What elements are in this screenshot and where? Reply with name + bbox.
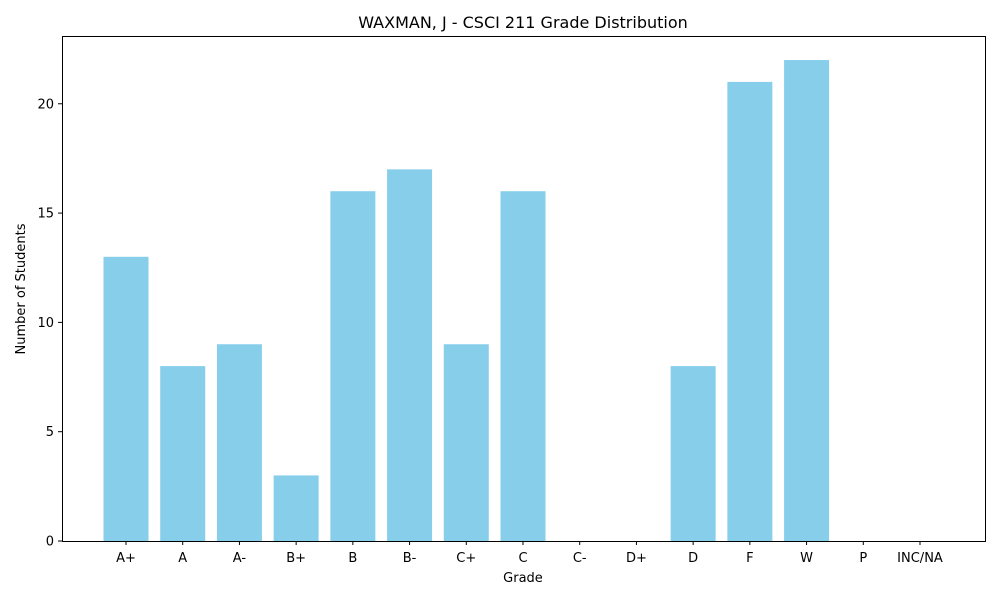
y-axis-label: Number of Students [14, 223, 29, 354]
bar-c [500, 191, 546, 542]
x-axis-label: Grade [503, 571, 543, 586]
bar-w [784, 60, 830, 542]
bar-d [670, 366, 716, 541]
x-tick-label: C [518, 551, 527, 566]
bar-a- [216, 344, 262, 541]
y-tick-label: 10 [37, 316, 54, 331]
x-tick-label: A [178, 551, 187, 566]
bar-c- [443, 344, 489, 541]
x-tick-label: A- [233, 551, 247, 566]
x-tick-label: INC/NA [897, 551, 943, 566]
x-tick-label: P [859, 551, 867, 566]
y-tick-label: 5 [46, 425, 54, 440]
bar-b- [273, 475, 319, 541]
x-tick-label: D [688, 551, 698, 566]
y-tick-label: 20 [37, 97, 54, 112]
x-tick-label: F [746, 551, 753, 566]
y-tick-label: 0 [46, 535, 54, 550]
x-tick-label: B [348, 551, 357, 566]
bar-f [727, 81, 773, 541]
bar-b [330, 191, 376, 542]
x-tick-label: A+ [116, 551, 136, 566]
plot-frame [62, 36, 986, 542]
bar-a [160, 366, 206, 541]
x-axis-ticks: A+ A A- B+ B B- C+ C C- D+ D F W P INC/NA [116, 541, 943, 566]
x-tick-label: B+ [286, 551, 306, 566]
y-axis-ticks: 0 5 10 15 20 [37, 97, 62, 550]
bar-a- [103, 256, 149, 541]
x-tick-label: W [800, 551, 813, 566]
x-tick-label: B- [403, 551, 417, 566]
x-tick-label: D+ [626, 551, 647, 566]
x-tick-label: C- [573, 551, 587, 566]
x-tick-label: C+ [456, 551, 476, 566]
chart-title: WAXMAN, J - CSCI 211 Grade Distribution [358, 13, 688, 32]
bars-group [103, 60, 830, 542]
bar-b- [387, 169, 433, 541]
y-tick-label: 15 [37, 207, 54, 222]
